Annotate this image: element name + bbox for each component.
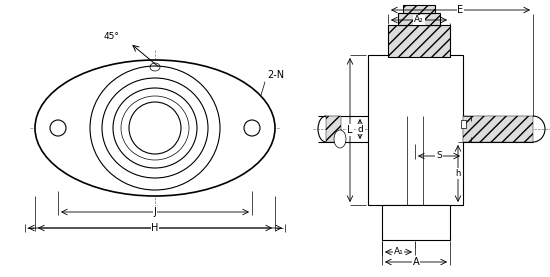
Text: J: J xyxy=(153,207,156,217)
Ellipse shape xyxy=(50,120,66,136)
Text: H: H xyxy=(151,223,159,233)
Text: 45°: 45° xyxy=(104,32,120,41)
Bar xyxy=(403,5,435,13)
Text: L: L xyxy=(347,125,353,135)
Bar xyxy=(398,13,440,25)
Ellipse shape xyxy=(129,102,181,154)
Text: A: A xyxy=(412,257,419,267)
Text: d: d xyxy=(357,124,363,134)
Bar xyxy=(388,25,450,57)
Bar xyxy=(326,116,341,142)
Text: h: h xyxy=(455,169,461,178)
Text: A₂: A₂ xyxy=(414,16,424,24)
Bar xyxy=(368,55,463,205)
Ellipse shape xyxy=(334,130,346,148)
Text: A₁: A₁ xyxy=(394,248,403,257)
Text: S: S xyxy=(436,152,442,160)
Ellipse shape xyxy=(244,120,260,136)
Bar xyxy=(382,205,450,240)
Text: E: E xyxy=(458,5,464,15)
Ellipse shape xyxy=(35,60,275,196)
Bar xyxy=(463,116,533,142)
Text: 2-N: 2-N xyxy=(267,70,284,80)
Text: H: H xyxy=(151,223,159,233)
Bar xyxy=(461,120,466,128)
